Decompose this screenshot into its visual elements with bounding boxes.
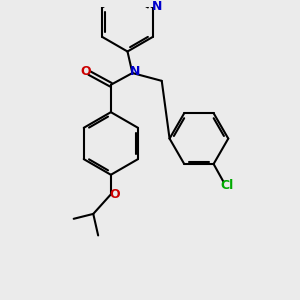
Text: N: N [152,0,162,13]
Text: N: N [130,64,140,78]
Text: O: O [110,188,120,201]
Text: O: O [80,64,91,78]
Text: Cl: Cl [221,179,234,192]
